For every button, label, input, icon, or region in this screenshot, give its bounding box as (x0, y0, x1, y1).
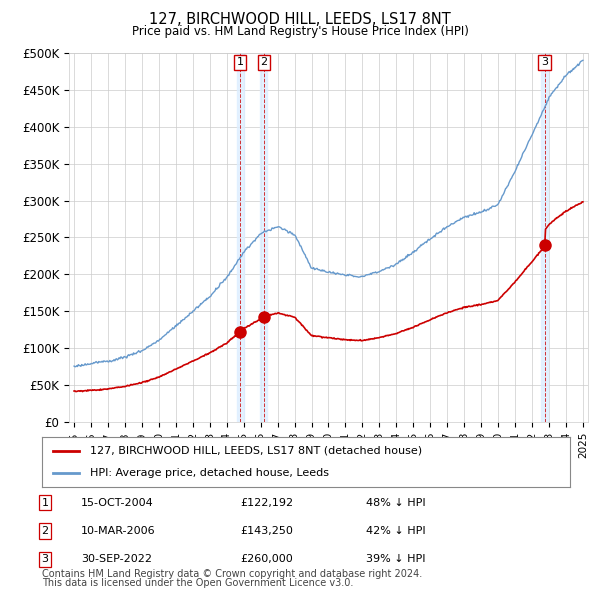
Text: 127, BIRCHWOOD HILL, LEEDS, LS17 8NT: 127, BIRCHWOOD HILL, LEEDS, LS17 8NT (149, 12, 451, 27)
Text: HPI: Average price, detached house, Leeds: HPI: Average price, detached house, Leed… (89, 468, 329, 478)
Bar (260, 53, 267, 422)
Text: 3: 3 (541, 57, 548, 67)
Text: £143,250: £143,250 (240, 526, 293, 536)
Text: 48% ↓ HPI: 48% ↓ HPI (366, 498, 425, 507)
Bar (237, 53, 244, 422)
Text: 3: 3 (41, 555, 49, 564)
Text: £122,192: £122,192 (240, 498, 293, 507)
Text: 39% ↓ HPI: 39% ↓ HPI (366, 555, 425, 564)
Text: This data is licensed under the Open Government Licence v3.0.: This data is licensed under the Open Gov… (42, 578, 353, 588)
Text: Contains HM Land Registry data © Crown copyright and database right 2024.: Contains HM Land Registry data © Crown c… (42, 569, 422, 579)
Text: 15-OCT-2004: 15-OCT-2004 (81, 498, 154, 507)
Text: 1: 1 (236, 57, 244, 67)
Text: 2: 2 (41, 526, 49, 536)
Text: 10-MAR-2006: 10-MAR-2006 (81, 526, 155, 536)
Text: 42% ↓ HPI: 42% ↓ HPI (366, 526, 425, 536)
Text: 2: 2 (260, 57, 268, 67)
Text: 1: 1 (41, 498, 49, 507)
Text: Price paid vs. HM Land Registry's House Price Index (HPI): Price paid vs. HM Land Registry's House … (131, 25, 469, 38)
Text: 127, BIRCHWOOD HILL, LEEDS, LS17 8NT (detached house): 127, BIRCHWOOD HILL, LEEDS, LS17 8NT (de… (89, 445, 422, 455)
Text: £260,000: £260,000 (240, 555, 293, 564)
Text: 30-SEP-2022: 30-SEP-2022 (81, 555, 152, 564)
Bar (541, 53, 548, 422)
